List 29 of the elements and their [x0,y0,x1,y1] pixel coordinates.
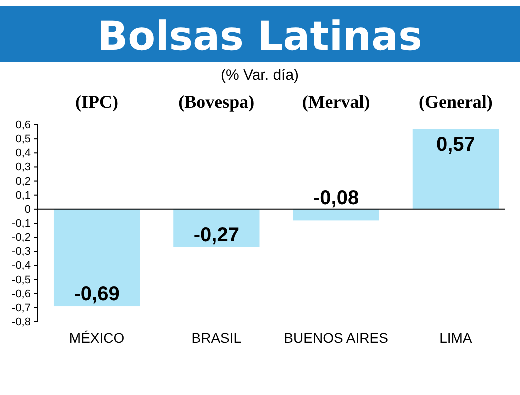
y-tick-label: -0,1 [12,218,31,230]
y-tick-label: -0,6 [12,288,31,300]
y-tick-label: -0,2 [12,232,31,244]
text: (IPC) [76,92,119,112]
y-tick-label: -0,3 [12,246,31,258]
y-tick-label: 0,5 [16,134,31,146]
chart-subtitle: (% Var. día) [220,67,300,84]
data-label: -0,27 [194,224,240,246]
y-tick-label: -0,5 [12,274,31,286]
text: (General) [418,92,493,112]
data-label: -0,69 [74,284,120,306]
y-tick-label: 0,6 [16,120,31,132]
y-tick-label: 0,3 [16,162,31,174]
y-tick-label: -0,8 [12,316,31,329]
y-tick-label: -0,4 [12,260,31,272]
y-tick-label: 0 [24,204,31,216]
y-tick-label: 0,2 [16,176,31,188]
x-tick-label: BRASIL [192,330,242,346]
x-tick-label: MÉXICO [69,330,125,346]
text: (Bovespa) [178,92,255,112]
y-tick-label: 0,4 [16,148,31,160]
data-label: 0,57 [436,134,476,156]
text: (Merval) [302,92,370,112]
y-tick-label: -0,7 [12,302,31,314]
x-tick-label: LIMA [440,330,473,346]
data-label: -0,08 [314,187,360,210]
x-tick-label: BUENOS AIRES [284,330,388,346]
chart-title: Bolsas Latinas [98,14,422,60]
y-tick-label: 0,1 [16,190,31,202]
